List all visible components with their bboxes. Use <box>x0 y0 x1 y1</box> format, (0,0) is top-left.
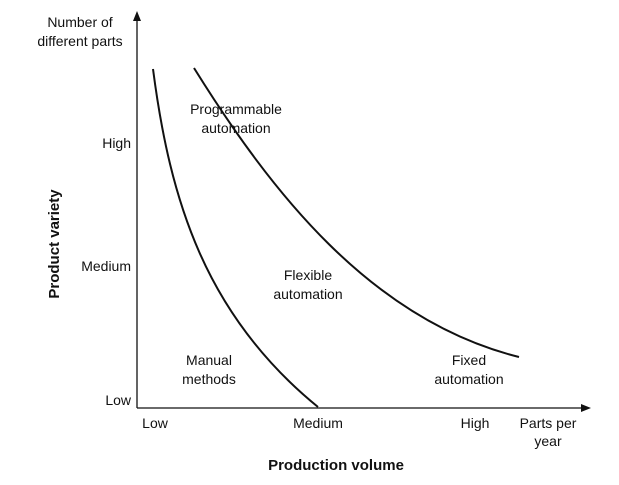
x-axis-title: Production volume <box>268 457 404 474</box>
x-tick-medium: Medium <box>293 415 343 431</box>
region-flexible-label-2: automation <box>273 286 342 302</box>
region-manual-label-2: methods <box>182 371 236 387</box>
x-tick-low: Low <box>142 415 169 431</box>
region-manual-label-1: Manual <box>186 352 232 368</box>
y-tick-low: Low <box>105 392 132 408</box>
region-programmable-label-2: automation <box>201 120 270 136</box>
y-axis-unit-label-2: different parts <box>37 33 122 49</box>
fixed-boundary-curve <box>193 67 520 358</box>
region-flexible-label-1: Flexible <box>284 267 332 283</box>
y-axis-title: Product variety <box>46 189 63 299</box>
region-programmable-label-1: Programmable <box>190 101 282 117</box>
y-axis-unit-label-1: Number of <box>47 14 112 30</box>
x-axis-unit-label-1: Parts per <box>520 415 577 431</box>
region-fixed-label-1: Fixed <box>452 352 486 368</box>
y-tick-high: High <box>102 135 131 151</box>
x-axis-unit-label-2: year <box>534 433 562 449</box>
region-fixed-label-2: automation <box>434 371 503 387</box>
x-tick-high: High <box>461 415 490 431</box>
y-tick-medium: Medium <box>81 258 131 274</box>
manual-boundary-curve <box>152 68 319 408</box>
